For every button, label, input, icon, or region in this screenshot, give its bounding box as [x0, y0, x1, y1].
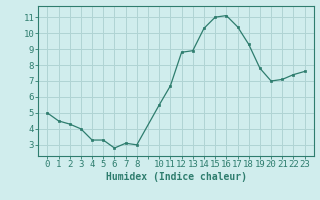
X-axis label: Humidex (Indice chaleur): Humidex (Indice chaleur) — [106, 172, 246, 182]
